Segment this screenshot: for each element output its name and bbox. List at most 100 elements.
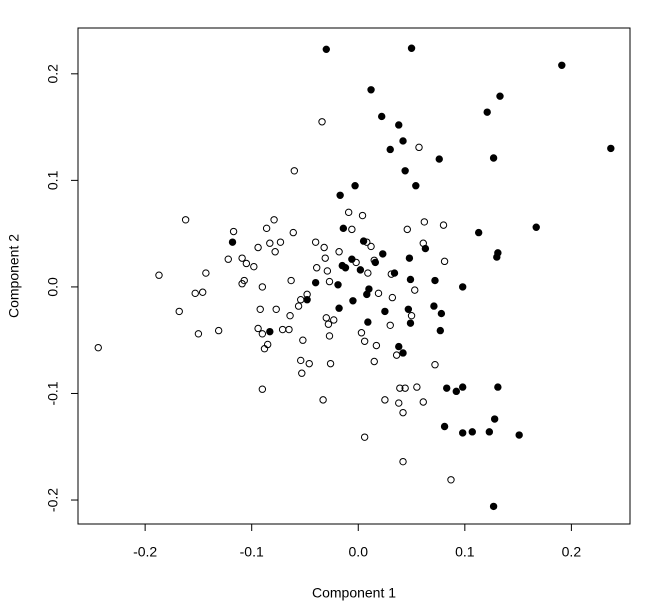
point xyxy=(363,290,371,299)
point xyxy=(299,336,307,344)
point xyxy=(294,302,303,310)
point xyxy=(202,269,210,277)
point xyxy=(363,238,371,246)
point xyxy=(272,305,280,313)
point xyxy=(407,311,416,320)
point xyxy=(452,387,461,396)
y-axis-label: Component 2 xyxy=(6,234,22,318)
point xyxy=(155,271,163,279)
point xyxy=(374,289,383,298)
point xyxy=(360,337,369,345)
point xyxy=(440,422,449,431)
point xyxy=(490,415,499,423)
point xyxy=(458,429,467,437)
point xyxy=(214,326,223,335)
point xyxy=(379,250,387,258)
point xyxy=(335,248,343,256)
y-tick-label: -0.2 xyxy=(45,488,61,512)
point xyxy=(303,290,311,299)
point xyxy=(403,225,411,234)
point xyxy=(285,325,293,334)
point xyxy=(437,309,446,318)
point xyxy=(351,181,359,190)
point xyxy=(496,92,504,100)
point xyxy=(322,314,330,322)
point xyxy=(325,332,334,340)
point xyxy=(386,145,394,154)
point xyxy=(413,383,421,391)
point xyxy=(386,321,394,329)
point xyxy=(493,253,501,261)
point xyxy=(360,433,369,441)
point xyxy=(357,329,366,337)
point xyxy=(228,238,237,246)
point xyxy=(289,228,297,237)
point xyxy=(364,269,372,277)
point xyxy=(266,239,274,247)
point xyxy=(395,399,403,407)
point xyxy=(431,276,439,285)
point xyxy=(271,248,279,256)
point xyxy=(407,44,416,52)
point xyxy=(607,144,615,153)
point xyxy=(224,255,232,263)
point xyxy=(339,224,348,233)
point xyxy=(395,121,403,129)
point xyxy=(420,218,429,226)
point xyxy=(412,181,420,190)
point xyxy=(290,167,299,175)
point xyxy=(297,296,305,304)
point xyxy=(431,361,439,369)
point xyxy=(458,383,467,391)
point xyxy=(447,476,455,484)
point xyxy=(388,293,397,302)
point xyxy=(276,238,285,246)
point xyxy=(191,289,199,298)
point xyxy=(324,320,333,328)
point xyxy=(404,305,413,313)
point xyxy=(198,288,207,296)
point xyxy=(439,221,448,229)
point xyxy=(532,223,540,231)
point xyxy=(411,286,419,294)
point xyxy=(358,211,367,220)
point xyxy=(399,408,407,417)
point xyxy=(254,243,262,252)
x-tick-label: -0.2 xyxy=(133,544,157,560)
point xyxy=(419,398,427,406)
point xyxy=(254,324,262,333)
point xyxy=(352,258,360,267)
point xyxy=(336,191,344,199)
point xyxy=(319,396,327,404)
point xyxy=(440,257,449,266)
point xyxy=(435,155,443,163)
point xyxy=(298,369,306,377)
point xyxy=(266,327,274,336)
point xyxy=(349,297,357,305)
point xyxy=(175,307,183,316)
point xyxy=(405,254,414,262)
point xyxy=(326,359,335,368)
point xyxy=(443,384,451,392)
point xyxy=(348,255,356,263)
point xyxy=(258,385,267,393)
plot-frame xyxy=(77,27,631,525)
point xyxy=(396,384,404,392)
y-tick-label: 0.2 xyxy=(45,64,61,84)
point xyxy=(305,359,313,368)
point xyxy=(297,356,305,365)
point xyxy=(258,283,267,291)
point xyxy=(468,428,476,436)
point xyxy=(399,137,407,145)
point xyxy=(489,154,498,162)
point xyxy=(387,270,395,278)
point xyxy=(474,228,483,237)
point xyxy=(256,305,264,313)
point xyxy=(278,325,287,334)
point xyxy=(399,349,407,357)
point xyxy=(399,457,407,466)
point xyxy=(378,112,386,121)
point xyxy=(287,276,295,285)
point xyxy=(485,428,494,436)
point xyxy=(94,343,102,352)
